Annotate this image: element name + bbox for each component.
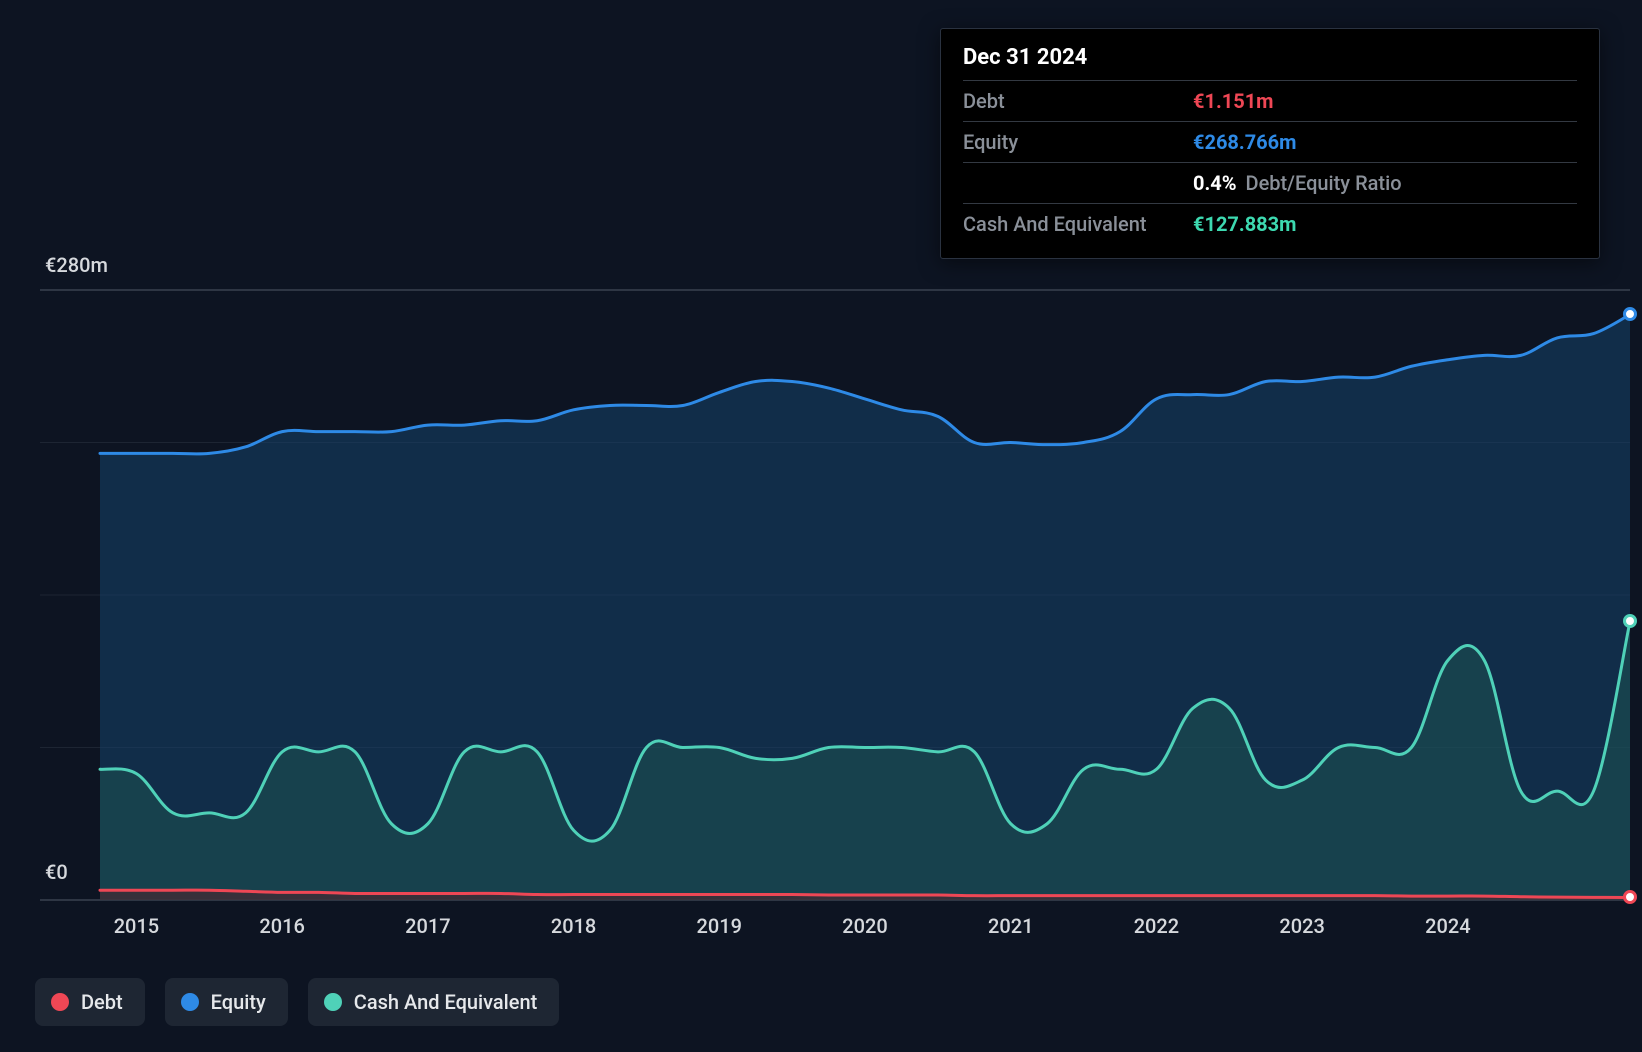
legend-item-equity[interactable]: Equity bbox=[165, 978, 288, 1026]
legend-swatch bbox=[51, 993, 69, 1011]
tooltip-label: Debt bbox=[963, 89, 1193, 113]
y-tick-max: €280m bbox=[45, 253, 108, 277]
balance-sheet-chart: €280m €0 2015201620172018201920202021202… bbox=[0, 0, 1642, 1052]
x-tick-label: 2022 bbox=[1134, 914, 1179, 938]
tooltip-ratio-text: Debt/Equity Ratio bbox=[1246, 171, 1402, 195]
x-tick-label: 2024 bbox=[1425, 914, 1470, 938]
legend-label: Debt bbox=[81, 990, 123, 1014]
x-tick-label: 2016 bbox=[259, 914, 304, 938]
legend-swatch bbox=[324, 993, 342, 1011]
tooltip-row-debt: Debt €1.151m bbox=[963, 81, 1577, 122]
tooltip-value: €268.766m bbox=[1193, 130, 1296, 154]
chart-legend: Debt Equity Cash And Equivalent bbox=[35, 978, 559, 1026]
legend-label: Cash And Equivalent bbox=[354, 990, 538, 1014]
x-tick-label: 2020 bbox=[842, 914, 887, 938]
tooltip-label: Equity bbox=[963, 130, 1193, 154]
tooltip-label: Cash And Equivalent bbox=[963, 212, 1193, 236]
x-tick-label: 2018 bbox=[551, 914, 596, 938]
chart-svg bbox=[40, 290, 1630, 900]
series-end-marker bbox=[1623, 614, 1637, 628]
tooltip-value: €1.151m bbox=[1193, 89, 1274, 113]
x-tick-label: 2019 bbox=[697, 914, 742, 938]
legend-label: Equity bbox=[211, 990, 266, 1014]
hover-tooltip: Dec 31 2024 Debt €1.151m Equity €268.766… bbox=[940, 28, 1600, 259]
tooltip-row-ratio: 0.4% Debt/Equity Ratio bbox=[963, 163, 1577, 204]
x-tick-label: 2021 bbox=[988, 914, 1033, 938]
x-tick-label: 2017 bbox=[405, 914, 450, 938]
legend-item-debt[interactable]: Debt bbox=[35, 978, 145, 1026]
tooltip-row-equity: Equity €268.766m bbox=[963, 122, 1577, 163]
legend-swatch bbox=[181, 993, 199, 1011]
plot-area[interactable] bbox=[40, 290, 1630, 900]
tooltip-date: Dec 31 2024 bbox=[963, 45, 1577, 81]
x-tick-label: 2015 bbox=[114, 914, 159, 938]
tooltip-value: €127.883m bbox=[1193, 212, 1296, 236]
tooltip-row-cash: Cash And Equivalent €127.883m bbox=[963, 204, 1577, 244]
legend-item-cash-and-equivalent[interactable]: Cash And Equivalent bbox=[308, 978, 560, 1026]
x-tick-label: 2023 bbox=[1279, 914, 1324, 938]
series-end-marker bbox=[1623, 307, 1637, 321]
series-end-marker bbox=[1623, 890, 1637, 904]
tooltip-ratio-pct: 0.4% bbox=[1193, 171, 1237, 195]
